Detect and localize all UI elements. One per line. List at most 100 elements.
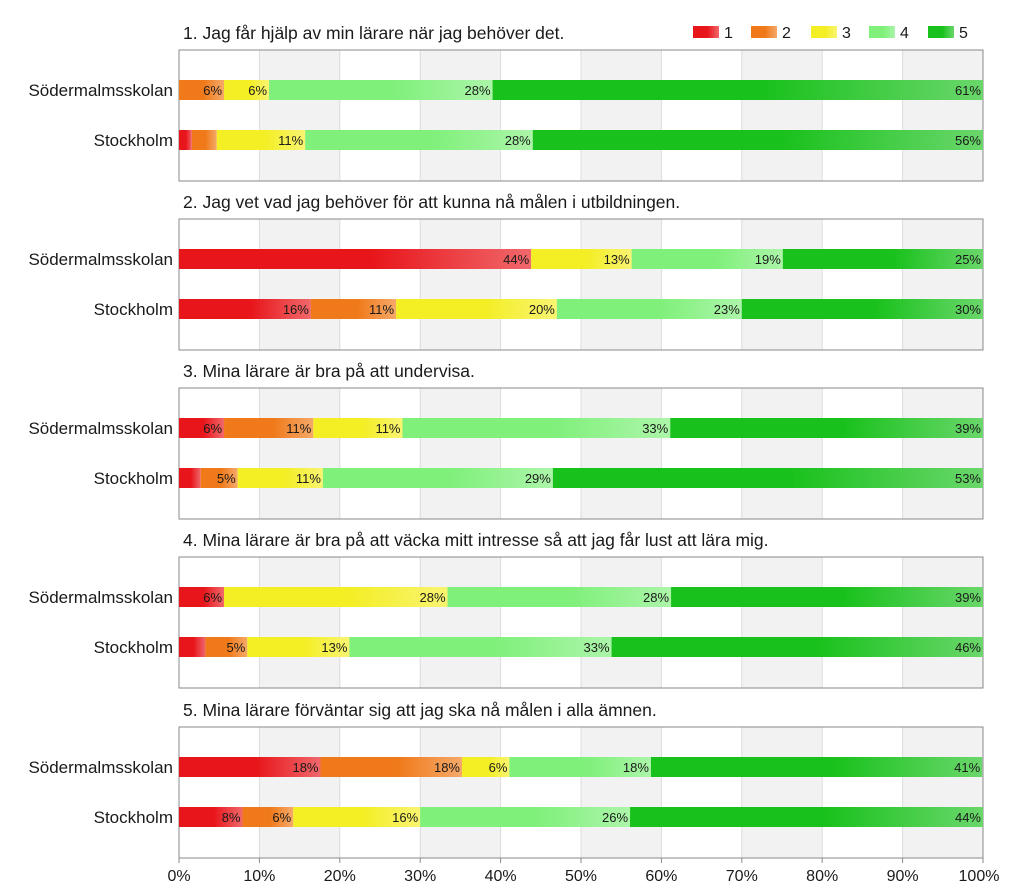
bar-segment xyxy=(631,249,783,269)
bar-segment xyxy=(782,249,983,269)
grid-band xyxy=(822,388,903,519)
segment-label: 11% xyxy=(369,302,394,317)
panel-4: 4. Mina lärare är bra på att väcka mitt … xyxy=(28,530,984,689)
x-tick-label: 100% xyxy=(959,868,1000,885)
grid-band xyxy=(420,50,501,181)
bar-segment xyxy=(224,80,270,100)
bar-segment xyxy=(179,418,225,438)
panel-frame xyxy=(178,49,984,182)
grid-band xyxy=(500,727,581,858)
x-tick-label: 60% xyxy=(645,868,677,885)
grid-band xyxy=(822,557,903,688)
grid-band xyxy=(822,219,903,350)
grid-band xyxy=(581,219,662,350)
grid-band xyxy=(179,727,260,858)
legend-label: 5 xyxy=(959,25,968,42)
segment-label: 6% xyxy=(272,810,291,825)
grid-band xyxy=(741,557,823,688)
legend-swatch xyxy=(869,26,895,38)
segment-label: 23% xyxy=(714,302,740,317)
x-tick-label: 50% xyxy=(565,868,597,885)
bar-segment xyxy=(671,587,983,607)
segment-label: 28% xyxy=(465,83,491,98)
bar-segment xyxy=(320,757,463,777)
legend-swatch xyxy=(751,26,777,38)
grid-band xyxy=(661,219,742,350)
legend-label: 2 xyxy=(782,25,791,42)
bar-segment xyxy=(322,468,553,488)
bar-segment xyxy=(349,637,612,657)
bar-segment xyxy=(247,637,350,657)
bar-segment xyxy=(191,130,217,150)
segment-label: 16% xyxy=(392,810,418,825)
segment-label: 30% xyxy=(955,302,981,317)
grid-band xyxy=(661,50,742,181)
x-axis: 0% 10% 20% 30% 40% 50% 60% 70% 80% 90% 100% xyxy=(167,858,999,885)
panel-title: 4. Mina lärare är bra på att väcka mitt … xyxy=(183,530,769,550)
segment-label: 44% xyxy=(955,810,981,825)
segment-label: 41% xyxy=(954,760,980,775)
segment-label: 13% xyxy=(321,640,347,655)
bar-segment xyxy=(447,587,672,607)
panel-frame xyxy=(178,387,984,520)
segment-label: 6% xyxy=(203,421,222,436)
grid-band xyxy=(420,219,501,350)
bar-segment xyxy=(420,807,631,827)
bar-segment xyxy=(237,468,323,488)
row-label: Södermalmsskolan xyxy=(28,81,173,100)
x-tick-label: 30% xyxy=(404,868,436,885)
row-label: Södermalmsskolan xyxy=(28,419,173,438)
segment-label: 6% xyxy=(489,760,508,775)
x-tick-label: 20% xyxy=(324,868,356,885)
bar-segment xyxy=(552,468,983,488)
bar-segment xyxy=(462,757,510,777)
bar-segment xyxy=(179,249,532,269)
grid-band xyxy=(902,557,983,688)
grid-band xyxy=(661,557,742,688)
grid-band xyxy=(581,388,662,519)
segment-label: 11% xyxy=(375,421,400,436)
segment-label: 33% xyxy=(642,421,668,436)
grid-band xyxy=(179,557,260,688)
grid-band xyxy=(902,388,983,519)
segment-label: 11% xyxy=(278,133,303,148)
bar-segment xyxy=(532,130,983,150)
chart-legend: 1 2 3 4 5 xyxy=(693,25,968,42)
grid-band xyxy=(420,727,501,858)
grid-band xyxy=(339,388,421,519)
segment-label: 16% xyxy=(283,302,309,317)
grid-band xyxy=(339,50,421,181)
grid-band xyxy=(259,219,340,350)
legend-label: 1 xyxy=(724,25,733,42)
grid-band xyxy=(822,50,903,181)
panel-frame xyxy=(178,556,984,689)
legend-label: 4 xyxy=(900,25,909,42)
row-label: Stockholm xyxy=(94,300,173,319)
grid-band xyxy=(902,727,983,858)
bar-segment xyxy=(310,299,397,319)
bar-segment xyxy=(269,80,493,100)
grid-band xyxy=(500,219,581,350)
grid-band xyxy=(741,219,823,350)
segment-label: 5% xyxy=(217,471,236,486)
x-tick-label: 0% xyxy=(167,868,190,885)
bar-segment xyxy=(509,757,651,777)
grid-band xyxy=(661,388,742,519)
segment-label: 61% xyxy=(955,83,981,98)
bar-segment xyxy=(611,637,983,657)
segment-label: 39% xyxy=(955,590,981,605)
bar-segment xyxy=(179,130,192,150)
grid-band xyxy=(500,557,581,688)
bar-segment xyxy=(556,299,742,319)
bar-segment xyxy=(179,807,243,827)
segment-label: 56% xyxy=(955,133,981,148)
bar-segment xyxy=(179,757,321,777)
segment-label: 18% xyxy=(292,760,318,775)
bar-segment xyxy=(630,807,983,827)
segment-label: 33% xyxy=(584,640,610,655)
segment-label: 29% xyxy=(525,471,551,486)
grid-band xyxy=(179,219,260,350)
segment-label: 6% xyxy=(203,83,222,98)
bar-segment xyxy=(305,130,533,150)
row-label: Södermalmsskolan xyxy=(28,250,173,269)
